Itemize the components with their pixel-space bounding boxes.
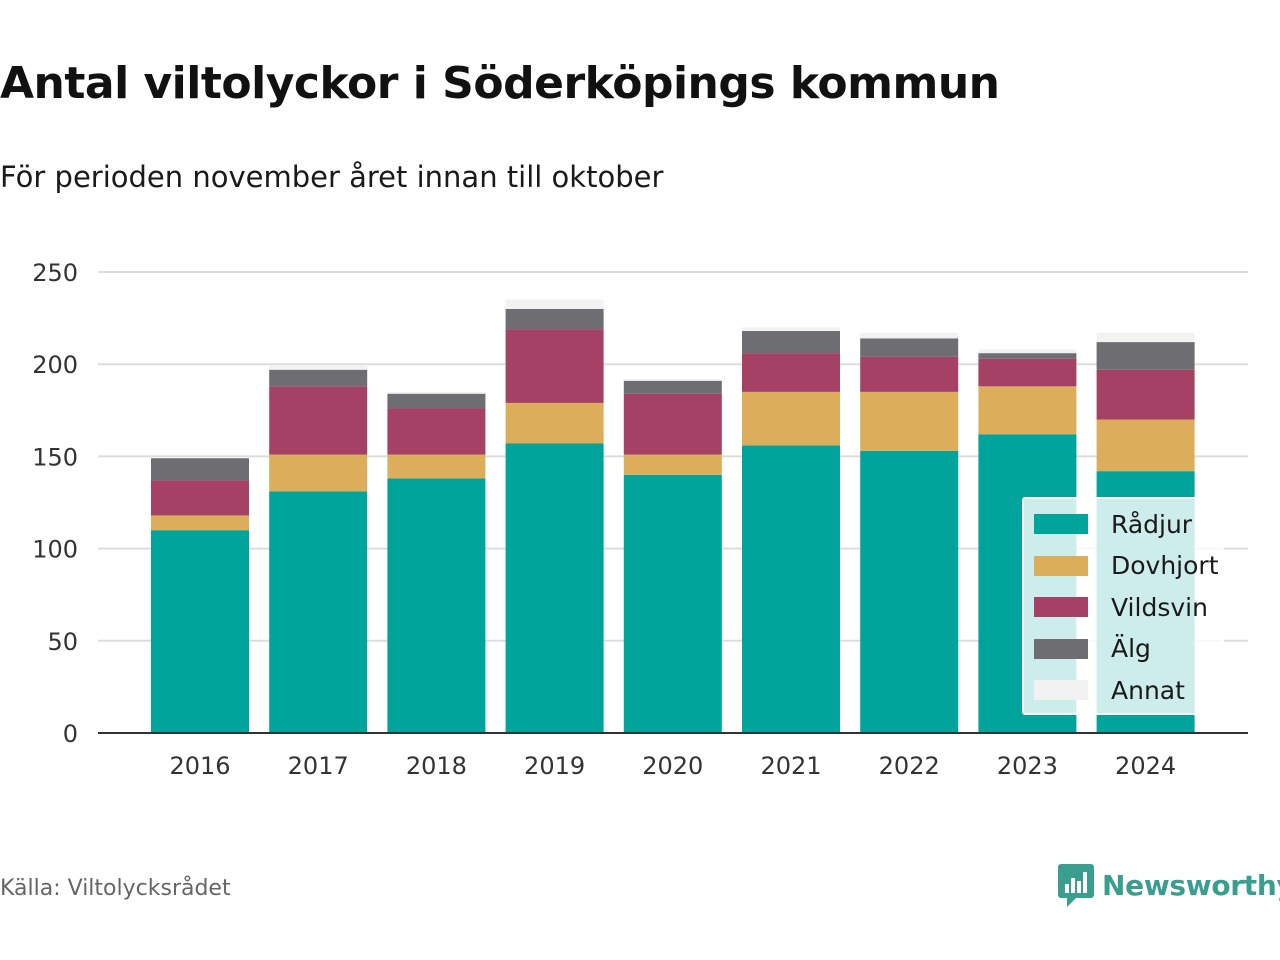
legend-label: Annat: [1111, 675, 1185, 705]
x-tick-label: 2023: [997, 752, 1058, 780]
legend-label: Rådjur: [1111, 509, 1193, 539]
y-tick-label: 50: [47, 628, 78, 656]
bar-segment-älg: [978, 353, 1077, 359]
x-tick-label: 2019: [524, 752, 585, 780]
bar-segment-rådjur: [742, 445, 840, 733]
y-tick-label: 200: [32, 351, 78, 379]
x-tick-label: 2020: [642, 752, 703, 780]
source-note: Källa: Viltolycksrådet: [0, 876, 231, 901]
bar-segment-dovhjort: [1096, 419, 1195, 472]
bar-segment-annat: [1096, 332, 1195, 343]
bar-segment-rådjur: [860, 450, 959, 733]
legend-item: Dovhjort: [1034, 551, 1219, 581]
legend-item: Vildsvin: [1034, 592, 1208, 622]
legend-item: Älg: [1034, 634, 1151, 664]
bar-segment-rådjur: [623, 474, 722, 733]
chart-title: Antal viltolyckor i Söderköpings kommun: [0, 58, 1000, 109]
bar-segment-dovhjort: [269, 454, 368, 492]
x-tick-label: 2024: [1115, 752, 1176, 780]
bar-segment-annat: [742, 327, 840, 332]
axes: 0 50 100 150 200 250 2016 2017 2018 2019 2020 2021 2…: [32, 259, 1248, 780]
bar-segment-älg: [505, 308, 604, 330]
bar-segment-älg: [623, 380, 722, 394]
bar-segment-annat: [978, 349, 1077, 354]
bar-segment-dovhjort: [978, 386, 1077, 435]
bar-segment-dovhjort: [505, 402, 604, 444]
bar-segment-älg: [151, 458, 249, 481]
x-tick-label: 2022: [879, 752, 940, 780]
bar-segment-rådjur: [387, 478, 486, 733]
bar-segment-vildsvin: [151, 480, 249, 516]
bar-segment-rådjur: [505, 443, 604, 733]
chart-subtitle: För perioden november året innan till ok…: [0, 160, 664, 194]
bar-segment-rådjur: [151, 530, 249, 733]
bar-segment-vildsvin: [387, 408, 486, 455]
legend-label: Dovhjort: [1111, 551, 1219, 580]
bar-segment-vildsvin: [505, 329, 604, 403]
legend-label: Vildsvin: [1111, 592, 1208, 622]
bar-segment-annat: [623, 378, 722, 381]
legend-swatch: [1034, 514, 1088, 534]
bar-segment-dovhjort: [623, 454, 722, 475]
bar-segment-älg: [1096, 342, 1195, 370]
bar-segment-dovhjort: [387, 454, 486, 479]
bar-segment-vildsvin: [269, 386, 368, 455]
bar-segment-älg: [742, 331, 840, 354]
bar-segment-rådjur: [269, 491, 368, 733]
legend-swatch: [1034, 680, 1088, 700]
bar-segment-vildsvin: [978, 358, 1077, 387]
chart-speech-bubble-icon: [1058, 864, 1094, 907]
legend: Rådjur Dovhjort Vildsvin Älg Annat: [1022, 497, 1224, 715]
bar-segment-vildsvin: [1096, 369, 1195, 420]
bar-segment-annat: [505, 299, 604, 309]
bar-segment-annat: [269, 366, 368, 370]
legend-swatch: [1034, 597, 1088, 617]
legend-item: Annat: [1034, 675, 1185, 705]
bar-segment-vildsvin: [860, 356, 959, 392]
legend-item: Rådjur: [1034, 509, 1192, 539]
y-tick-label: 150: [32, 443, 78, 471]
bar-segment-älg: [860, 338, 959, 357]
brand-name: Newsworthy: [1102, 868, 1280, 902]
bar-segment-dovhjort: [742, 391, 840, 446]
y-tick-label: 250: [32, 259, 78, 287]
brand-logo: Newsworthy: [1058, 862, 1280, 908]
legend-swatch: [1034, 555, 1088, 576]
bar-segment-annat: [387, 391, 486, 394]
bar-segment-dovhjort: [860, 391, 959, 451]
bar-segment-älg: [269, 369, 368, 387]
y-tick-label: 0: [63, 720, 78, 748]
bar-segment-vildsvin: [742, 353, 840, 392]
x-tick-label: 2016: [169, 752, 230, 780]
bar-segment-vildsvin: [623, 393, 722, 455]
legend-swatch: [1034, 638, 1088, 659]
x-tick-label: 2018: [406, 752, 467, 780]
bar-segment-annat: [860, 332, 959, 339]
x-tick-label: 2021: [760, 752, 821, 780]
x-tick-label: 2017: [288, 752, 349, 780]
legend-label: Älg: [1111, 634, 1151, 663]
y-tick-label: 100: [32, 536, 78, 564]
bar-segment-älg: [387, 393, 486, 409]
bar-segment-dovhjort: [151, 515, 249, 531]
